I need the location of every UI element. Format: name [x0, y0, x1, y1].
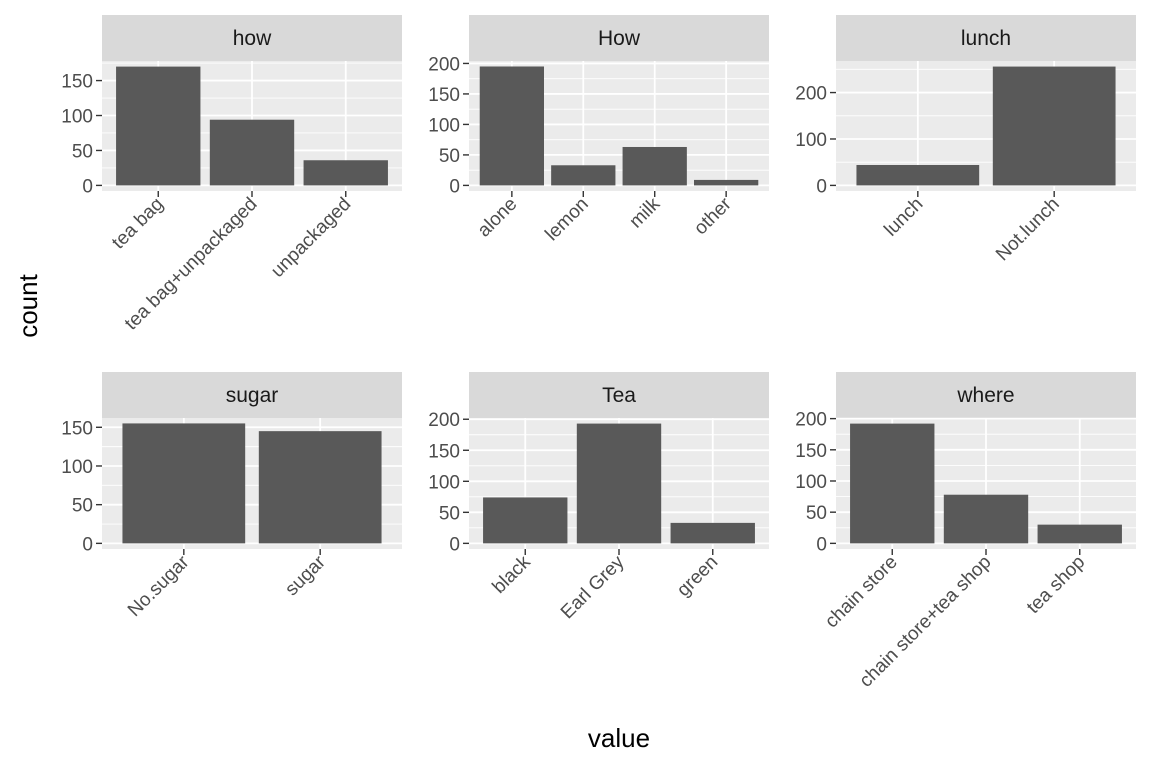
x-tick-label: tea shop: [1023, 552, 1089, 618]
x-tick-label: Not.lunch: [992, 194, 1064, 266]
facet-strip: [469, 15, 769, 61]
facet-strip: [102, 372, 402, 418]
bar-sugar: [258, 431, 382, 544]
y-tick-label: 50: [439, 503, 460, 524]
facet-title: how: [233, 27, 272, 50]
x-tick-label: black: [489, 551, 536, 598]
x-tick-label: chain store: [821, 552, 902, 633]
y-tick-label: 200: [795, 410, 827, 431]
y-tick-label: 200: [795, 84, 827, 105]
x-tick-label: unpackaged: [267, 194, 355, 282]
x-tick-label: other: [690, 193, 736, 239]
facet-strip: [102, 15, 402, 61]
y-tick-label: 0: [816, 176, 827, 197]
y-tick-label: 100: [61, 107, 93, 128]
y-tick-label: 50: [72, 141, 93, 162]
bar-tea-bag: [116, 66, 201, 186]
x-tick-label: milk: [626, 193, 665, 232]
x-tick-label: lunch: [880, 194, 927, 241]
y-tick-label: 150: [428, 441, 460, 462]
y-tick-label: 150: [428, 85, 460, 106]
y-tick-label: 150: [61, 418, 93, 439]
y-tick-label: 150: [795, 441, 827, 462]
y-tick-label: 100: [795, 130, 827, 151]
bar-chain-store-tea-shop: [943, 494, 1029, 544]
x-tick-label: tea bag: [108, 194, 168, 254]
bar-green: [670, 522, 755, 544]
facet-title: sugar: [226, 384, 279, 407]
x-tick-label: sugar: [281, 551, 330, 600]
bar-lunch: [856, 164, 980, 186]
facet-title: lunch: [961, 27, 1011, 50]
y-tick-label: 50: [806, 503, 827, 524]
bar-lemon: [551, 165, 616, 186]
y-tick-label: 200: [428, 410, 460, 431]
bar-chain-store: [850, 423, 935, 544]
facet-panel-lunch: lunch 0 100 200 lunch Not.lunch: [795, 15, 1136, 265]
x-tick-label: alone: [474, 194, 522, 242]
bar-tea-shop: [1037, 524, 1122, 544]
y-tick-label: 0: [449, 534, 460, 555]
bar-alone: [479, 66, 544, 186]
x-tick-label: Earl Grey: [557, 551, 629, 623]
y-tick-label: 100: [795, 472, 827, 493]
bar-unpackaged: [303, 160, 388, 186]
y-tick-label: 50: [439, 146, 460, 167]
facet-strip: [836, 372, 1136, 418]
facet-strip: [469, 372, 769, 418]
facet-panel-how: How 0 50 100 150 200 alone lemon milk other: [428, 15, 769, 245]
bar-earl-grey: [576, 423, 662, 544]
y-tick-label: 0: [449, 176, 460, 197]
y-tick-label: 0: [82, 176, 93, 197]
x-axis-title: value: [588, 723, 650, 753]
facet-panel-tea: Tea 0 50 100 150 200 black Earl Grey green: [428, 372, 769, 623]
y-tick-label: 0: [816, 534, 827, 555]
y-axis-title: count: [13, 273, 43, 337]
facet-title: where: [956, 384, 1014, 407]
y-tick-label: 200: [428, 54, 460, 75]
y-tick-label: 100: [428, 472, 460, 493]
y-tick-label: 100: [61, 457, 93, 478]
y-tick-label: 0: [82, 534, 93, 555]
facet-strip: [836, 15, 1136, 61]
bar-tea-bag-unpackaged: [209, 119, 295, 186]
x-tick-label: No.sugar: [124, 551, 194, 621]
y-tick-label: 150: [61, 72, 93, 93]
facet-panel-sugar: sugar 0 50 100 150 No.sugar sugar: [61, 372, 402, 621]
x-tick-label: lemon: [541, 194, 592, 245]
y-tick-label: 50: [72, 496, 93, 517]
bar-not-lunch: [992, 66, 1116, 186]
bar-other: [694, 179, 759, 186]
x-tick-label: green: [673, 552, 722, 601]
bar-black: [483, 497, 568, 544]
facet-title: Tea: [602, 384, 636, 407]
facet-title: How: [598, 27, 641, 50]
bar-no-sugar: [122, 423, 246, 544]
y-tick-label: 100: [428, 115, 460, 136]
bar-milk: [622, 146, 687, 186]
